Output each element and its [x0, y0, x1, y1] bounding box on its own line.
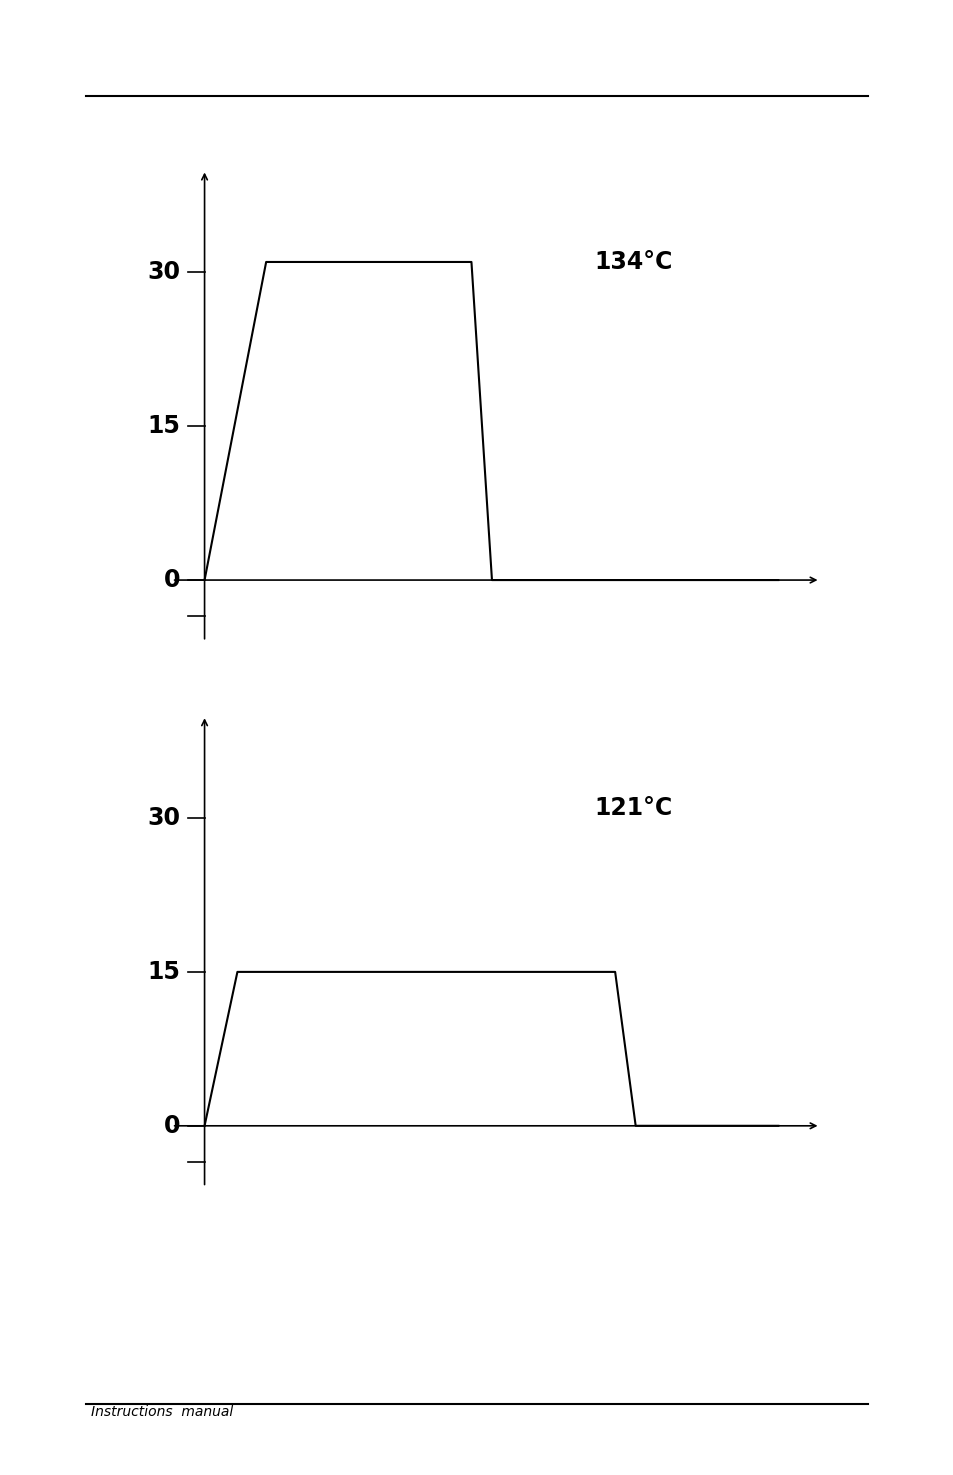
Text: Instructions  manual: Instructions manual	[91, 1406, 233, 1419]
Text: 15: 15	[147, 414, 180, 438]
Text: 0: 0	[164, 568, 180, 591]
Text: 30: 30	[147, 260, 180, 285]
Text: 121°C: 121°C	[594, 795, 672, 820]
Text: 30: 30	[147, 805, 180, 830]
Text: 134°C: 134°C	[594, 249, 672, 274]
Text: 15: 15	[147, 960, 180, 984]
Text: 0: 0	[164, 1114, 180, 1137]
